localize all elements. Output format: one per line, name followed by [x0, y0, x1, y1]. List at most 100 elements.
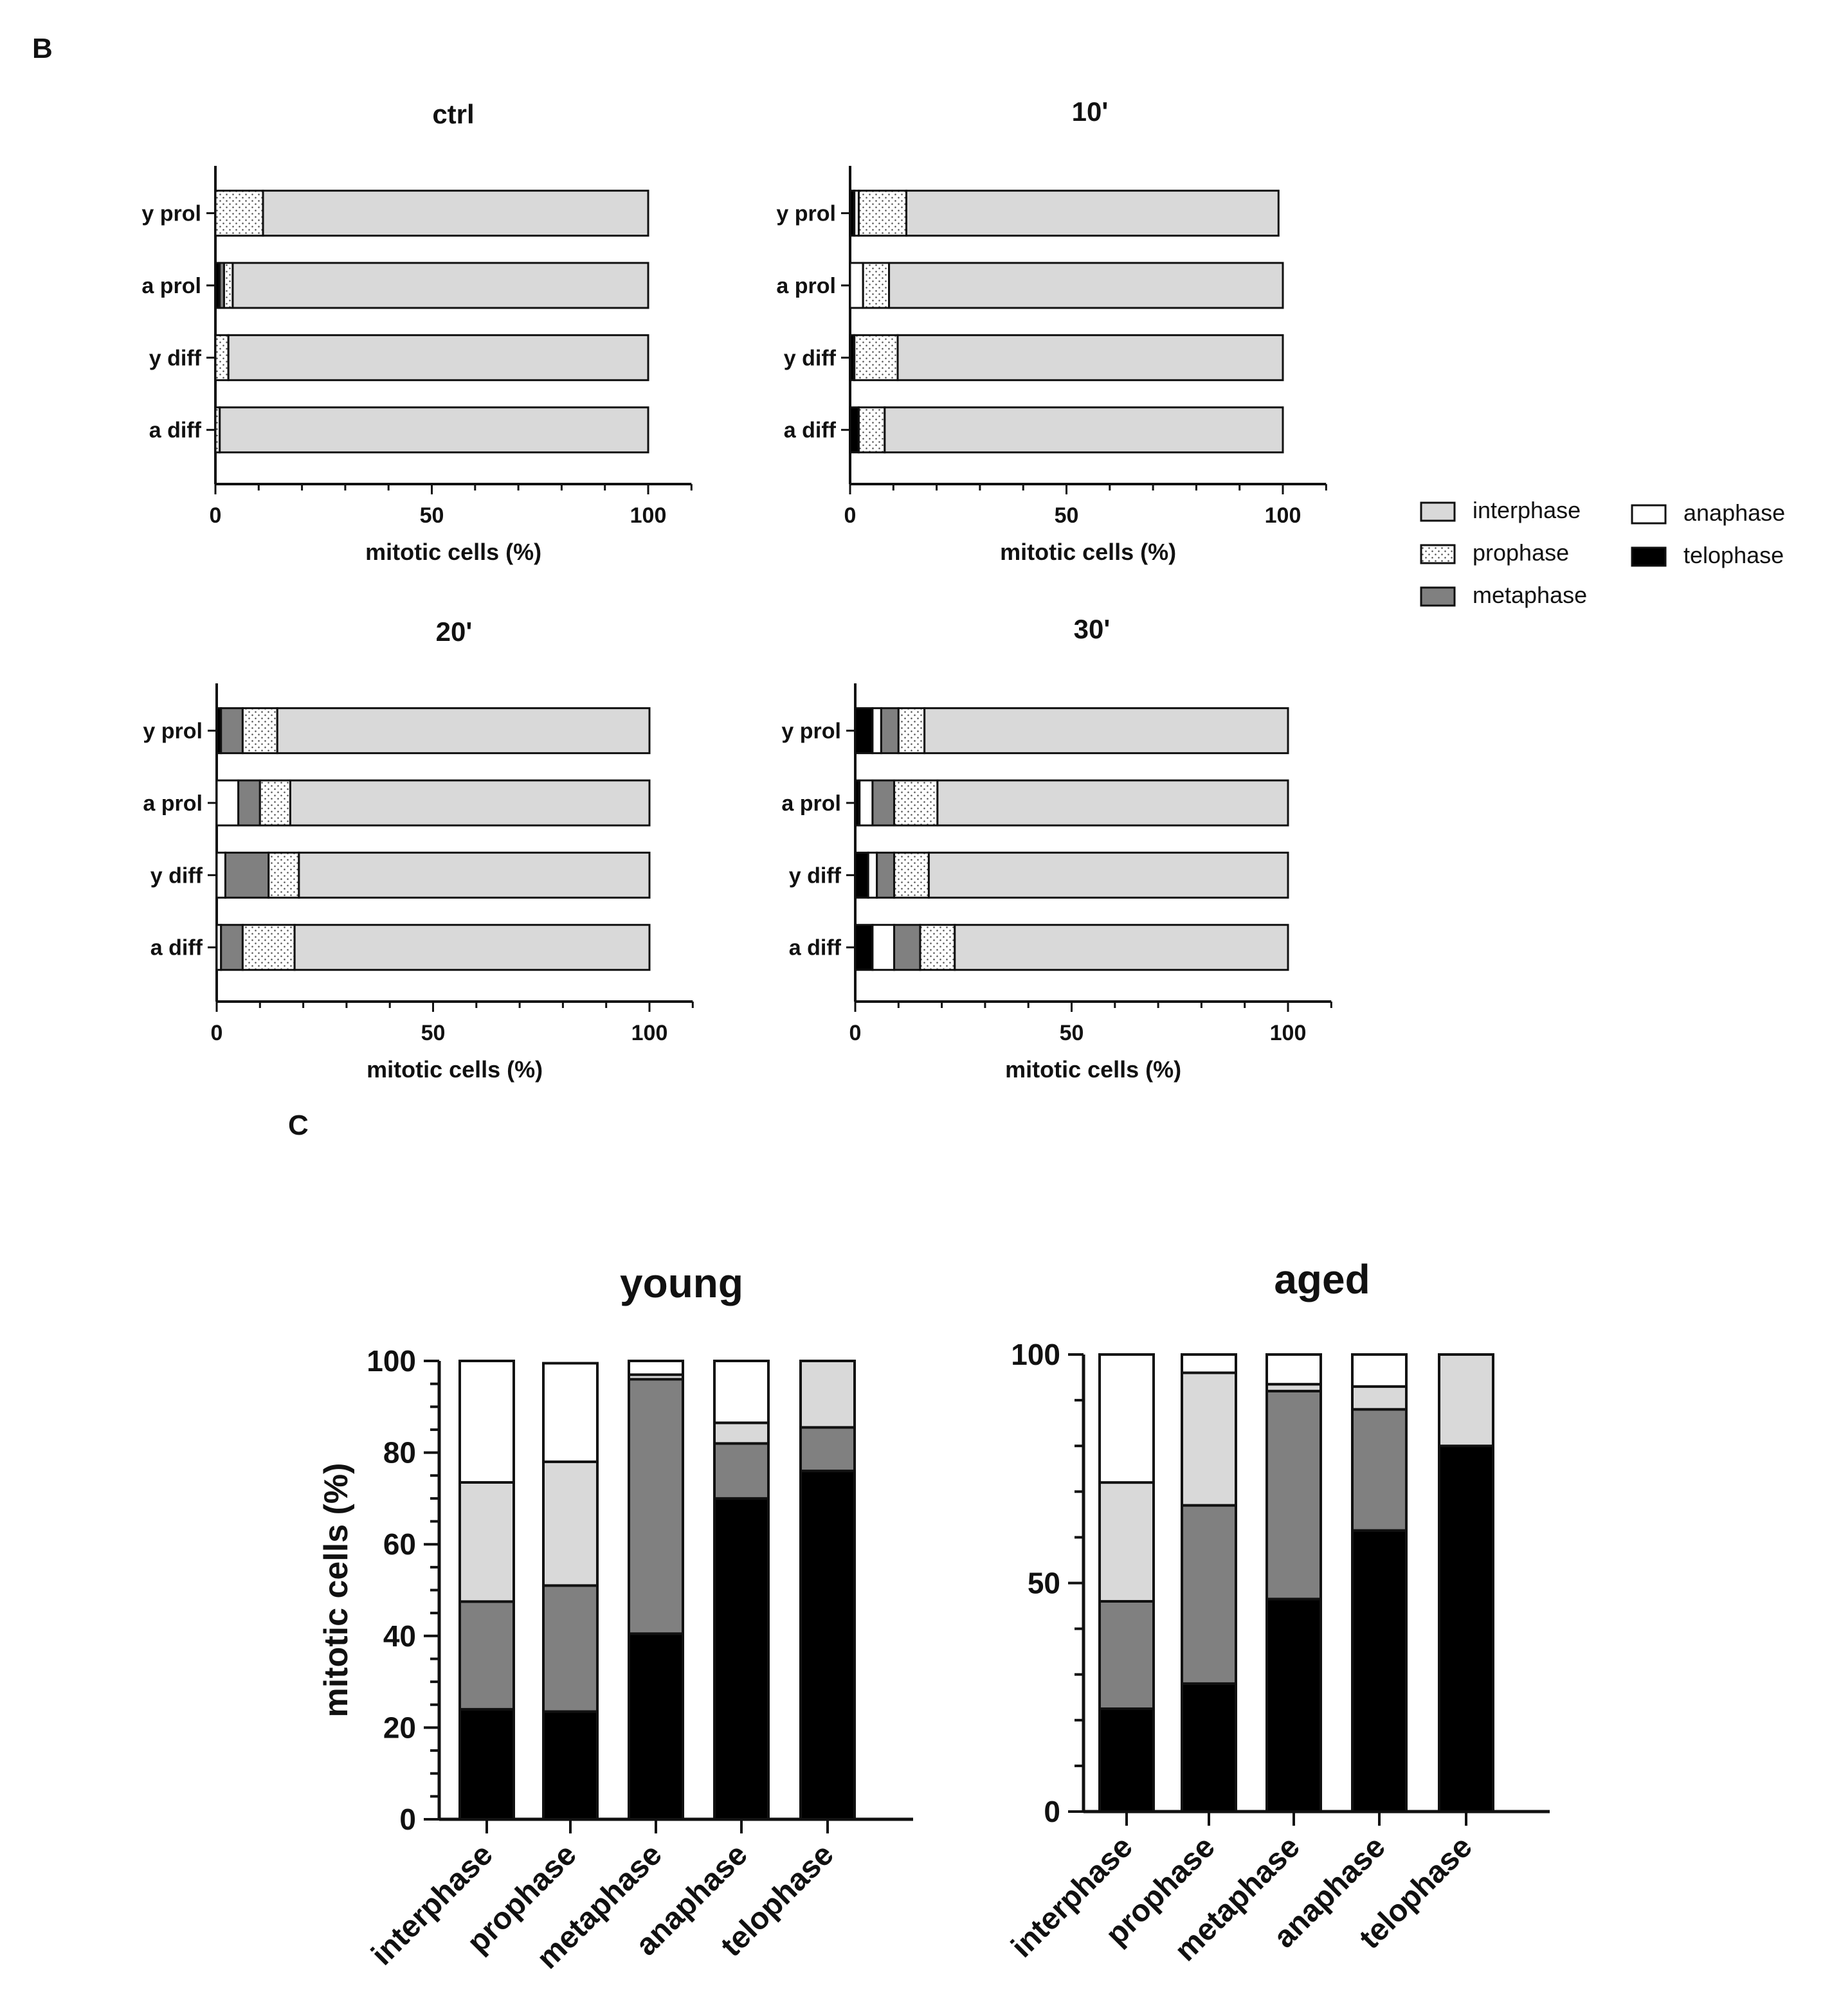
- bar-segment-anaphase-interphase: [713, 1421, 770, 1445]
- legend-item-anaphase: anaphase: [1631, 500, 1785, 526]
- bar-segment-interphase-telophase: [1098, 1707, 1155, 1813]
- bar-segment-interphase-interphase: [1098, 1481, 1155, 1603]
- bar-segment-y-prol-anaphase: [871, 707, 882, 755]
- panel-label-b: B: [32, 33, 53, 64]
- bar-segment-a-diff-metaphase: [220, 924, 244, 971]
- y-tick-label: a prol: [781, 791, 841, 816]
- x-tick-label: 50: [420, 503, 444, 528]
- bar-segment-a-diff-interphase: [219, 406, 649, 454]
- y-tick-label: 100: [367, 1344, 416, 1378]
- bar-segment-prophase-telophase: [542, 1710, 599, 1821]
- bar-segment-y-prol-metaphase: [880, 707, 900, 755]
- bar-segment-anaphase-interphase: [1351, 1385, 1408, 1411]
- bar-segment-y-prol-telophase: [854, 707, 874, 755]
- x-tick-label: 50: [1055, 503, 1079, 528]
- y-tick-label: a diff: [784, 419, 837, 443]
- bar-segment-interphase-telophase: [458, 1707, 515, 1821]
- x-axis-label: mitotic cells (%): [365, 539, 541, 565]
- x-axis-label: mitotic cells (%): [1000, 539, 1176, 565]
- bar-segment-telophase-interphase: [1438, 1353, 1494, 1448]
- y-tick-label: a diff: [150, 936, 203, 960]
- bar-segment-a-prol-interphase: [289, 779, 651, 827]
- bar-segment-interphase-anaphase: [458, 1360, 515, 1484]
- hbar-chart-30: 30' 0 50 100 mitotic cells (%) y prol a prol y …: [781, 614, 1332, 1083]
- bar-segment-y-prol-interphase: [262, 190, 649, 237]
- legend-label: anaphase: [1683, 500, 1785, 526]
- hbar-chart-ctrl: ctrl 0 50 100 mitotic cells (%) y prol a prol y…: [141, 99, 693, 565]
- bar-segment-telophase-telophase: [1438, 1444, 1494, 1813]
- bar-segment-a-diff-metaphase: [893, 924, 921, 971]
- bar-segment-y-diff-interphase: [298, 851, 651, 899]
- bar-segment-y-diff-anaphase: [215, 851, 226, 899]
- bar-segment-y-prol-prophase: [897, 707, 926, 755]
- bar-segment-telophase-interphase: [799, 1360, 856, 1429]
- y-tick-label: y diff: [784, 346, 837, 370]
- y-tick-label: a diff: [789, 936, 842, 960]
- bar-segment-y-diff-prophase: [268, 851, 300, 899]
- charts: ctrl 0 50 100 mitotic cells (%) y prol a prol y…: [141, 96, 1550, 1976]
- bar-segment-a-prol-interphase: [231, 262, 649, 309]
- legend-item-telophase: telophase: [1631, 542, 1784, 568]
- bar-segment-metaphase-telophase: [628, 1632, 684, 1821]
- bar-segment-prophase-telophase: [1181, 1682, 1237, 1813]
- x-tick-label: 0: [849, 1021, 862, 1045]
- bar-segment-a-prol-anaphase: [215, 779, 240, 827]
- bar-segment-a-prol-prophase: [893, 779, 939, 827]
- bar-segment-a-prol-interphase: [936, 779, 1289, 827]
- panel-label-c: C: [288, 1110, 309, 1141]
- bar-segment-a-diff-interphase: [293, 924, 651, 971]
- bar-segment-a-diff-interphase: [884, 406, 1284, 454]
- bar-segment-anaphase-anaphase: [713, 1360, 770, 1425]
- legend-swatch: [1631, 504, 1667, 525]
- bar-segment-anaphase-metaphase: [1351, 1408, 1408, 1532]
- bar-segment-a-prol-anaphase: [858, 779, 874, 827]
- y-tick-label: y prol: [143, 719, 203, 744]
- bar-segment-metaphase-telophase: [1265, 1598, 1322, 1813]
- bar-segment-prophase-interphase: [1181, 1371, 1237, 1507]
- bar-segment-a-prol-anaphase: [849, 262, 864, 309]
- bar-segment-prophase-anaphase: [542, 1362, 599, 1463]
- hbar-chart-10: 10' 0 50 100 mitotic cells (%) y prol a prol y …: [776, 96, 1327, 565]
- y-tick-label: 20: [383, 1711, 416, 1744]
- x-tick-label: 100: [630, 503, 667, 528]
- chart-title: 20': [436, 616, 473, 647]
- bar-segment-a-prol-metaphase: [237, 779, 261, 827]
- legend-item-prophase: prophase: [1420, 539, 1569, 566]
- legend-label: metaphase: [1473, 582, 1587, 608]
- bar-segment-a-diff-prophase: [919, 924, 956, 971]
- bar-segment-metaphase-anaphase: [628, 1360, 684, 1376]
- legend-label: interphase: [1473, 497, 1581, 523]
- bar-segment-y-prol-interphase: [923, 707, 1289, 755]
- x-axis-label: mitotic cells (%): [367, 1056, 543, 1083]
- legend-swatch: [1631, 546, 1667, 567]
- y-tick-label: a prol: [143, 791, 203, 816]
- chart-title: young: [620, 1260, 743, 1306]
- legend-label: telophase: [1683, 542, 1784, 568]
- y-tick-label: a prol: [141, 274, 201, 298]
- bar-segment-y-prol-interphase: [276, 707, 651, 755]
- bar-segment-y-diff-interphase: [896, 334, 1284, 381]
- bar-segment-a-diff-prophase: [241, 924, 296, 971]
- legend-swatch: [1420, 544, 1456, 564]
- legend: interphase prophase metaphase anaphase telop…: [1420, 497, 1785, 608]
- bar-segment-a-diff-interphase: [954, 924, 1289, 971]
- y-tick-label: 0: [1044, 1795, 1060, 1828]
- bar-segment-a-prol-prophase: [862, 262, 891, 309]
- bar-segment-y-prol-interphase: [905, 190, 1280, 237]
- bar-segment-anaphase-telophase: [713, 1497, 770, 1821]
- y-tick-label: y diff: [789, 863, 842, 888]
- legend-item-metaphase: metaphase: [1420, 582, 1587, 608]
- legend-item-interphase: interphase: [1420, 497, 1581, 523]
- bar-segment-a-prol-prophase: [258, 779, 291, 827]
- y-tick-label: y prol: [781, 719, 841, 744]
- y-tick-label: 50: [1028, 1567, 1060, 1600]
- bar-segment-prophase-interphase: [542, 1460, 599, 1587]
- bar-segment-y-prol-metaphase: [220, 707, 244, 755]
- y-tick-label: y diff: [149, 346, 202, 370]
- bar-segment-prophase-anaphase: [1181, 1353, 1237, 1374]
- bar-segment-metaphase-metaphase: [1265, 1389, 1322, 1601]
- x-tick-label: 0: [844, 503, 857, 528]
- y-tick-label: 80: [383, 1436, 416, 1470]
- y-axis-label: mitotic cells (%): [318, 1463, 355, 1718]
- x-tick-label: 50: [1060, 1021, 1084, 1045]
